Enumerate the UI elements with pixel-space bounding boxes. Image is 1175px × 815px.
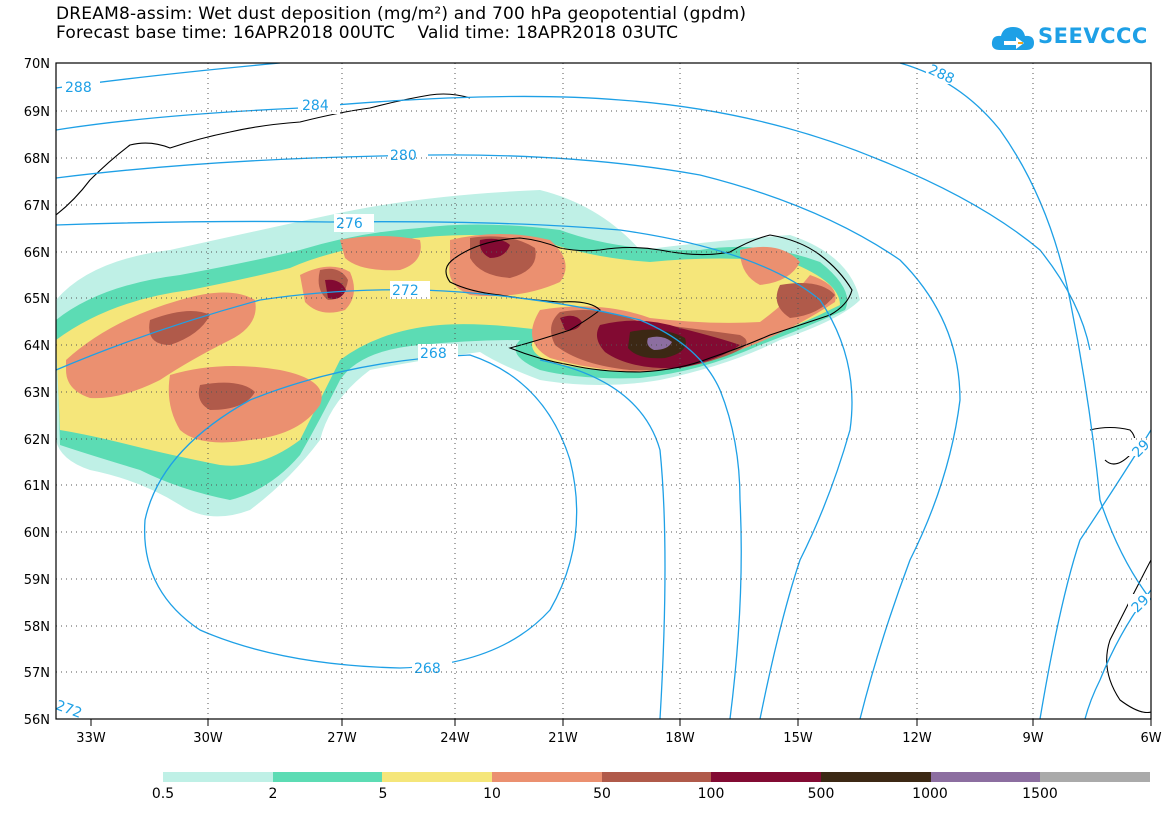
legend-colorbar: [163, 772, 1151, 782]
lat-label: 57N: [24, 666, 50, 681]
legend-label: 5: [378, 786, 388, 802]
deposition-area-purple: [647, 336, 672, 350]
lon-label: 6W: [1140, 731, 1161, 746]
legend-label: 100: [697, 786, 725, 802]
lat-label: 59N: [24, 573, 50, 588]
norway-coast: [1089, 426, 1151, 714]
lat-label: 63N: [24, 386, 50, 401]
contour-label: 280: [390, 148, 417, 164]
legend-swatch: [492, 772, 602, 782]
map-subtitle-times: Forecast base time: 16APR2018 00UTC Vali…: [56, 23, 679, 43]
legend-swatch: [711, 772, 822, 782]
lat-label: 62N: [24, 433, 50, 448]
legend-label: 10: [483, 786, 501, 802]
legend-swatch: [601, 772, 712, 782]
legend-label: 0.5: [151, 786, 175, 802]
lat-label: 61N: [24, 479, 50, 494]
logo-text: SEEVCCC: [1038, 24, 1148, 48]
legend-swatch: [930, 772, 1041, 782]
legend-label: 1500: [1022, 786, 1058, 802]
lat-label: 58N: [24, 620, 50, 635]
lon-label: 9W: [1022, 731, 1043, 746]
lon-label: 33W: [76, 731, 106, 746]
map-frame: [55, 62, 1152, 720]
contour-label: 268: [420, 346, 447, 362]
lat-label: 66N: [24, 246, 50, 261]
legend-label: 1000: [912, 786, 948, 802]
contour-276: [56, 220, 853, 719]
contour-268: [143, 354, 578, 669]
contour-label: 284: [302, 98, 329, 114]
contour-label: 288: [65, 80, 92, 96]
latitude-labels: 70N 69N 68N 67N 66N 65N 64N 63N 62N 61N …: [24, 57, 50, 728]
lon-label: 27W: [327, 731, 357, 746]
contour-label: 268: [414, 661, 441, 677]
lat-label: 60N: [24, 526, 50, 541]
lat-label: 68N: [24, 152, 50, 167]
contour-280: [56, 154, 961, 719]
dust-deposition-shading: [56, 190, 860, 517]
lon-label: 30W: [193, 731, 223, 746]
legend-label: 50: [593, 786, 611, 802]
lat-label: 67N: [24, 199, 50, 214]
lat-label: 70N: [24, 57, 50, 72]
map-title: DREAM8-assim: Wet dust deposition (mg/m²…: [56, 4, 747, 24]
seevccc-logo: SEEVCCC: [990, 22, 1150, 62]
lat-label: 56N: [24, 713, 50, 728]
legend-swatch: [272, 772, 383, 782]
contour-272: [56, 289, 742, 719]
lon-label: 24W: [440, 731, 470, 746]
greenland-coast: [56, 93, 471, 216]
longitude-labels: 33W 30W 27W 24W 21W 18W 15W 12W 9W 6W: [76, 731, 1161, 746]
contour-288-east: [899, 63, 1151, 601]
lon-label: 18W: [665, 731, 695, 746]
lat-label: 65N: [24, 292, 50, 307]
axis-ticks: [90, 719, 1152, 726]
legend-label: 2: [268, 786, 278, 802]
contour-label: 272: [392, 283, 419, 299]
legend-swatch: [382, 772, 493, 782]
legend-label: 500: [807, 786, 835, 802]
contour-label: 276: [336, 216, 363, 232]
lat-label: 64N: [24, 339, 50, 354]
lon-label: 21W: [548, 731, 578, 746]
lon-label: 15W: [783, 731, 813, 746]
legend-swatch: [1040, 772, 1151, 782]
lon-label: 12W: [902, 731, 932, 746]
lat-label: 69N: [24, 105, 50, 120]
contour-292-a: [1039, 429, 1151, 719]
cloud-arrow-icon: [991, 27, 1034, 50]
contour-268-east: [539, 359, 666, 719]
legend-swatch: [821, 772, 931, 782]
legend-swatch: [163, 772, 273, 782]
